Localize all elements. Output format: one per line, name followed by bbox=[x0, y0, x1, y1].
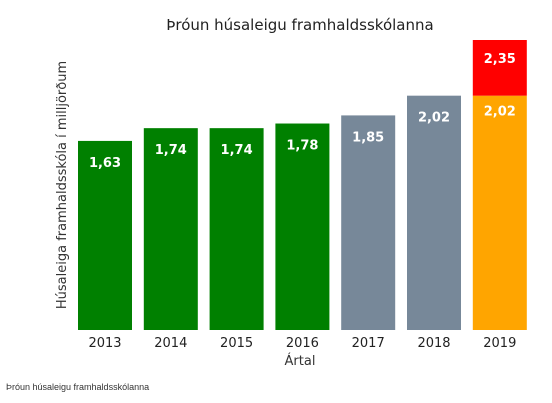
bar-value-label-2016: 1,78 bbox=[286, 139, 318, 154]
x-tick-label-2018: 2018 bbox=[417, 336, 450, 351]
bar-2019-increase bbox=[472, 40, 527, 96]
bar-2018 bbox=[407, 95, 461, 331]
bar-value-label-2019-increase: 2,35 bbox=[484, 52, 516, 67]
figure-caption: Þróun húsaleigu framhaldsskólanna bbox=[6, 382, 150, 392]
bar-2014 bbox=[143, 128, 198, 330]
chart-title: Þróun húsaleigu framhaldsskólanna bbox=[166, 16, 433, 34]
x-axis-label: Ártal bbox=[285, 353, 316, 369]
bar-value-label-2013: 1,63 bbox=[89, 156, 121, 171]
bar-2015 bbox=[209, 128, 264, 330]
x-tick-label-2017: 2017 bbox=[352, 336, 385, 351]
bar-chart: Þróun húsaleigu framhaldsskólanna 1,631,… bbox=[55, 16, 527, 369]
bar-value-label-2017: 1,85 bbox=[352, 130, 384, 145]
x-tick-label-2015: 2015 bbox=[220, 336, 253, 351]
x-tick-label-2013: 2013 bbox=[88, 336, 121, 351]
bar-value-label-2019: 2,02 bbox=[484, 105, 516, 120]
x-tick-label-2014: 2014 bbox=[154, 336, 187, 351]
bar-2017 bbox=[341, 115, 396, 331]
x-tick-labels: 2013 2014 2015 2016 2017 2018 2019 bbox=[88, 336, 516, 351]
bars-layer: 1,63 1,74 1,74 1,78 1,85 2,02 2,02 2,35 bbox=[78, 40, 527, 331]
bar-value-label-2014: 1,74 bbox=[155, 143, 187, 158]
bar-2013 bbox=[78, 140, 132, 330]
bar-value-label-2015: 1,74 bbox=[221, 143, 253, 158]
y-axis-label: Húsaleiga framhaldsskóla í milljörðum bbox=[55, 61, 70, 309]
bar-2019 bbox=[472, 95, 527, 331]
bar-value-label-2018: 2,02 bbox=[418, 111, 450, 126]
bar-2016 bbox=[275, 123, 330, 331]
x-tick-label-2016: 2016 bbox=[286, 336, 319, 351]
x-tick-label-2019: 2019 bbox=[483, 336, 516, 351]
